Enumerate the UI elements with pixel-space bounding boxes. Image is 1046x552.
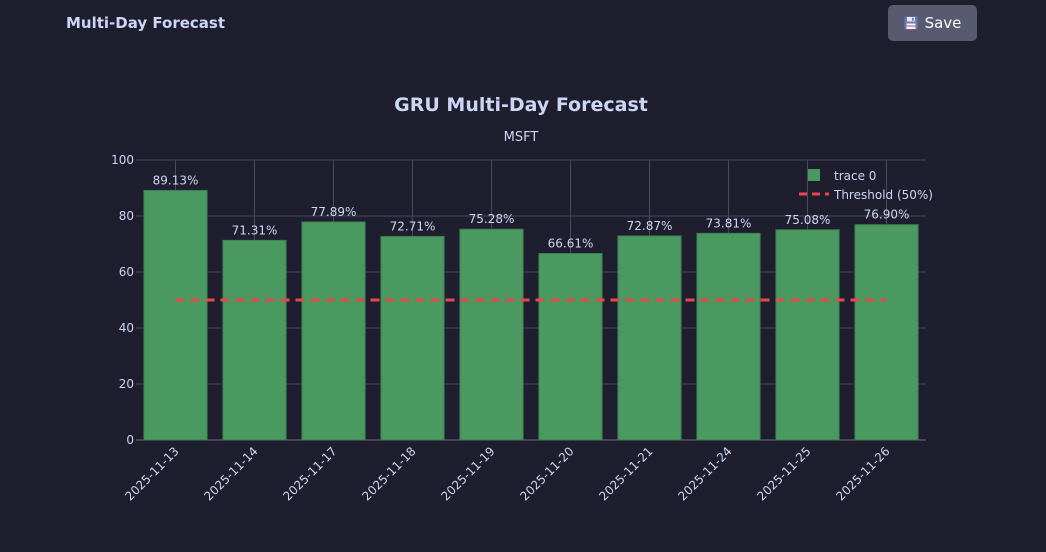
bar (617, 235, 682, 441)
floppy-disk-icon (904, 16, 918, 30)
x-tick-label: 2025-11-17 (280, 444, 339, 503)
bar (538, 252, 603, 441)
bar-data-label: 77.89% (311, 205, 357, 219)
x-tick-label: 2025-11-26 (833, 444, 892, 503)
y-tick-label: 0 (126, 433, 134, 447)
x-tick-label: 2025-11-24 (675, 444, 734, 503)
legend-swatch-bar (808, 169, 820, 181)
y-tick-label: 40 (119, 321, 134, 335)
y-tick-label: 80 (119, 209, 134, 223)
bar (301, 221, 366, 441)
bar-data-label: 75.08% (785, 213, 831, 227)
x-tick-label: 2025-11-19 (438, 444, 497, 503)
bar (222, 239, 287, 441)
y-tick-label: 60 (119, 265, 134, 279)
x-tick-label: 2025-11-25 (754, 444, 813, 503)
bar-data-label: 75.28% (469, 212, 515, 226)
bar-data-label: 72.87% (627, 219, 673, 233)
bar (380, 235, 445, 441)
bar-data-label: 73.81% (706, 216, 752, 230)
x-tick-label: 2025-11-13 (122, 444, 181, 503)
bar-data-label: 72.71% (390, 219, 436, 233)
x-tick-label: 2025-11-18 (359, 444, 418, 503)
y-tick-label: 20 (119, 377, 134, 391)
chart-legend: trace 0 Threshold (50%) (799, 169, 933, 202)
bar (854, 224, 919, 441)
bar-data-label: 66.61% (548, 236, 594, 250)
legend-item-trace-0: trace 0 (834, 169, 876, 183)
bar (696, 232, 761, 441)
bar (459, 228, 524, 441)
chart-title: GRU Multi-Day Forecast (394, 94, 648, 116)
y-tick-label: 100 (111, 153, 134, 167)
x-tick-label: 2025-11-21 (596, 444, 655, 503)
bar-data-label: 76.90% (864, 208, 910, 222)
x-tick-label: 2025-11-14 (201, 444, 260, 503)
save-button[interactable]: Save (888, 5, 977, 41)
legend-item-threshold: Threshold (50%) (833, 188, 933, 202)
save-button-label: Save (924, 14, 962, 32)
chart-bars (143, 189, 919, 441)
bar-data-label: 89.13% (153, 173, 199, 187)
bar (143, 189, 208, 441)
page-title: Multi-Day Forecast (66, 14, 226, 32)
bar-data-label: 71.31% (232, 223, 278, 237)
x-tick-label: 2025-11-20 (517, 444, 576, 503)
chart-subtitle: MSFT (504, 130, 539, 145)
bar (775, 229, 840, 441)
